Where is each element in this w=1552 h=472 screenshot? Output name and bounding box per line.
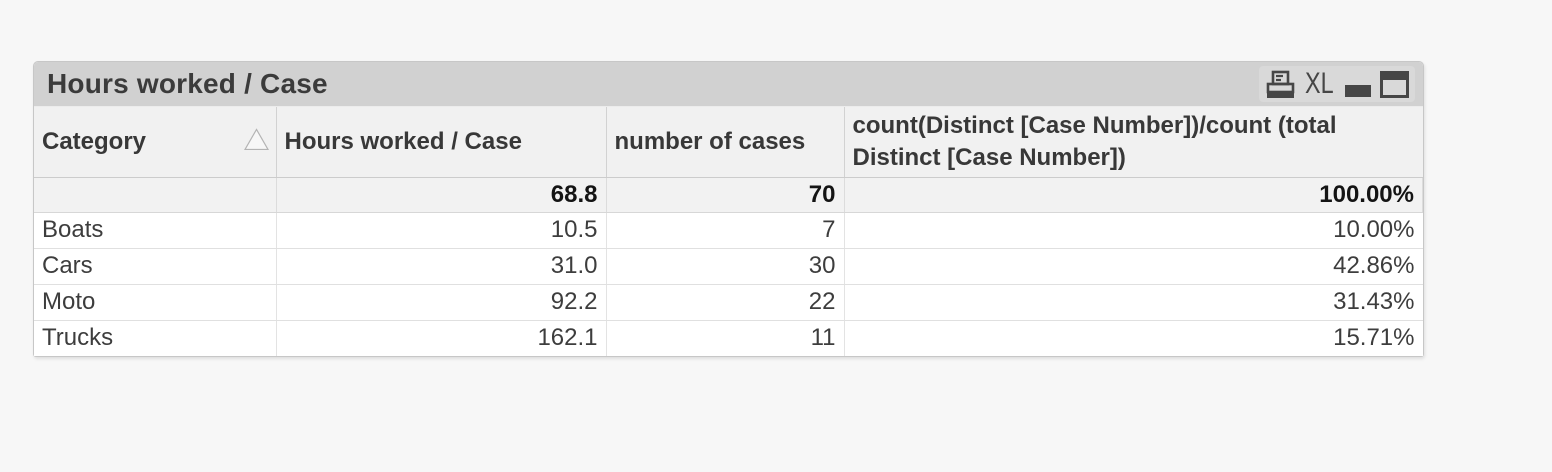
totals-row: 68.8 70 100.00% <box>34 177 1423 213</box>
header-row: Category Hours worked / Case number of c… <box>34 107 1423 178</box>
totals-hours-per-case: 68.8 <box>276 177 607 213</box>
table-row: Moto 92.2 22 31.43% <box>34 284 1423 321</box>
cases-cell[interactable]: 7 <box>606 212 845 249</box>
table-row: Cars 31.0 30 42.86% <box>34 248 1423 285</box>
column-header-case-share-expression[interactable]: count(Distinct [Case Number])/count (tot… <box>844 107 1423 178</box>
share-cell[interactable]: 10.00% <box>844 212 1423 249</box>
minimize-icon[interactable] <box>1345 85 1371 97</box>
category-cell[interactable]: Cars <box>34 248 277 285</box>
share-cell[interactable]: 42.86% <box>844 248 1423 285</box>
table-row: Trucks 162.1 11 15.71% <box>34 320 1423 356</box>
cases-cell[interactable]: 30 <box>606 248 845 285</box>
column-header-category[interactable]: Category <box>34 107 277 178</box>
print-icon[interactable] <box>1265 70 1296 99</box>
cases-cell[interactable]: 22 <box>606 284 845 321</box>
category-cell[interactable]: Boats <box>34 212 277 249</box>
share-cell[interactable]: 31.43% <box>844 284 1423 321</box>
totals-share: 100.00% <box>844 177 1423 213</box>
column-header-hours-per-case[interactable]: Hours worked / Case <box>276 107 607 178</box>
widget-title: Hours worked / Case <box>47 68 328 99</box>
sort-ascending-icon <box>243 127 269 159</box>
column-header-number-of-cases[interactable]: number of cases <box>606 107 845 178</box>
hours-per-case-cell[interactable]: 10.5 <box>276 212 607 249</box>
hours-per-case-cell[interactable]: 31.0 <box>276 248 607 285</box>
export-excel-icon[interactable]: XL <box>1305 67 1334 100</box>
column-header-label: Category <box>42 127 147 155</box>
titlebar-icon-group: XL <box>1259 66 1415 102</box>
hours-per-case-cell[interactable]: 162.1 <box>276 320 607 356</box>
category-cell[interactable]: Trucks <box>34 320 277 356</box>
widget-titlebar[interactable]: Hours worked / Case XL <box>34 62 1423 107</box>
totals-cases: 70 <box>606 177 845 213</box>
pivot-table-widget: Hours worked / Case XL Categ <box>33 61 1424 357</box>
cases-cell[interactable]: 11 <box>606 320 845 356</box>
totals-category-cell <box>34 177 277 213</box>
category-cell[interactable]: Moto <box>34 284 277 321</box>
data-table: Category Hours worked / Case number of c… <box>34 107 1423 356</box>
hours-per-case-cell[interactable]: 92.2 <box>276 284 607 321</box>
table-row: Boats 10.5 7 10.00% <box>34 212 1423 249</box>
share-cell[interactable]: 15.71% <box>844 320 1423 356</box>
maximize-icon[interactable] <box>1380 70 1409 98</box>
